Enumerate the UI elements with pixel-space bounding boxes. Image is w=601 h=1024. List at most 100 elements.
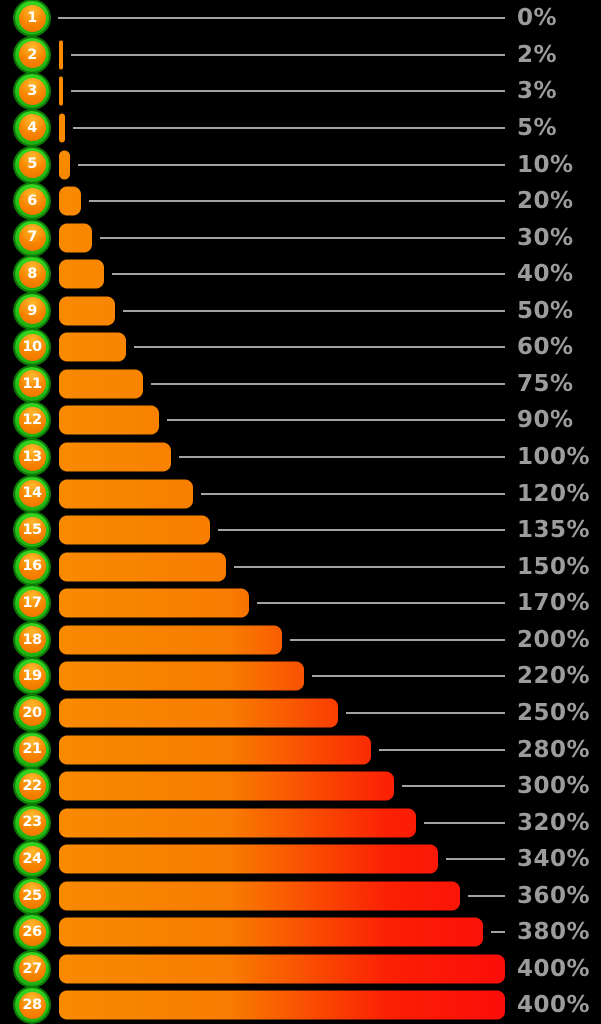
value-bar [59,588,249,618]
chart-row: 26 380% [0,914,601,951]
chart-row: 5 10% [0,146,601,183]
value-bar [59,113,65,143]
rank-badge-fill: 3 [18,77,46,105]
percentage-label: 360% [517,882,591,909]
value-bar [59,917,483,947]
value-bar [59,223,93,253]
chart-row: 8 40% [0,256,601,293]
rank-number: 2 [27,46,37,63]
percentage-label: 380% [517,919,591,946]
rank-number: 25 [22,887,42,904]
rank-number: 5 [27,156,37,173]
chart-row: 19 220% [0,658,601,695]
rank-badge: 6 [15,184,49,219]
value-bar [59,990,505,1020]
rank-badge: 18 [15,622,49,657]
percentage-label: 75% [517,370,574,397]
rank-number: 21 [22,741,42,758]
rank-badge-fill: 18 [18,626,46,654]
rank-number: 16 [22,558,42,575]
rank-number: 19 [22,668,42,685]
rank-badge: 22 [15,769,49,804]
chart-row: 3 3% [0,73,601,110]
rank-badge-fill: 4 [18,114,46,142]
rank-number: 12 [22,412,42,429]
rank-number: 7 [27,229,37,246]
value-bar [59,954,505,984]
leader-line [200,492,505,495]
chart-row: 13 100% [0,439,601,476]
leader-line [423,821,505,824]
percentage-label: 0% [517,5,558,32]
percentage-label: 30% [517,224,574,251]
rank-badge-fill: 28 [18,991,46,1019]
value-bar [59,661,305,691]
rank-badge-fill: 26 [18,918,46,946]
percentage-label: 200% [517,626,591,653]
value-bar [59,808,416,838]
rank-number: 1 [27,10,37,27]
rank-number: 28 [22,997,42,1014]
rank-badge-fill: 13 [18,443,46,471]
chart-row: 24 340% [0,841,601,878]
rank-badge: 19 [15,659,49,694]
chart-row: 20 250% [0,695,601,732]
rank-badge-fill: 21 [18,736,46,764]
leader-line [89,200,505,203]
rank-badge: 7 [15,220,49,255]
rank-badge: 13 [15,440,49,475]
rank-badge-fill: 24 [18,845,46,873]
rank-badge-fill: 6 [18,187,46,215]
rank-badge-fill: 27 [18,955,46,983]
percentage-label: 120% [517,480,591,507]
percentage-label: 3% [517,78,558,105]
chart-row: 1 0% [0,0,601,37]
percentage-label: 40% [517,261,574,288]
rank-number: 14 [22,485,42,502]
rank-badge: 16 [15,549,49,584]
chart-row: 6 20% [0,183,601,220]
rank-badge: 1 [15,1,49,36]
rank-badge-fill: 1 [18,4,46,32]
rank-number: 6 [27,192,37,209]
chart-row: 17 170% [0,585,601,622]
chart-row: 23 320% [0,804,601,841]
rank-badge: 21 [15,732,49,767]
value-bar [59,442,171,472]
rank-badge: 4 [15,110,49,145]
leader-line [312,675,505,678]
rank-badge: 9 [15,293,49,328]
rank-badge-fill: 22 [18,772,46,800]
rank-badge: 20 [15,695,49,730]
value-bar [59,186,82,216]
leader-line [446,858,505,861]
percentage-label: 280% [517,736,591,763]
value-bar [59,552,227,582]
percentage-label: 250% [517,699,591,726]
value-bar [59,771,394,801]
rank-number: 11 [22,375,42,392]
chart-row: 7 30% [0,219,601,256]
leader-line [401,785,505,788]
value-bar [59,479,193,509]
rank-badge: 24 [15,842,49,877]
percentage-label: 400% [517,955,591,982]
percentage-label: 135% [517,517,591,544]
chart-row: 9 50% [0,293,601,330]
percentage-label: 320% [517,809,591,836]
rank-number: 3 [27,83,37,100]
rank-number: 13 [22,448,42,465]
rank-badge-fill: 23 [18,809,46,837]
rank-number: 20 [22,704,42,721]
chart-row: 22 300% [0,768,601,805]
chart-row: 21 280% [0,731,601,768]
percentage-label: 400% [517,992,591,1019]
rank-badge-fill: 8 [18,260,46,288]
leader-line [150,382,505,385]
chart-row: 11 75% [0,366,601,403]
percentage-label: 300% [517,773,591,800]
rank-badge: 26 [15,915,49,950]
rank-number: 4 [27,119,37,136]
leader-line [71,53,505,56]
